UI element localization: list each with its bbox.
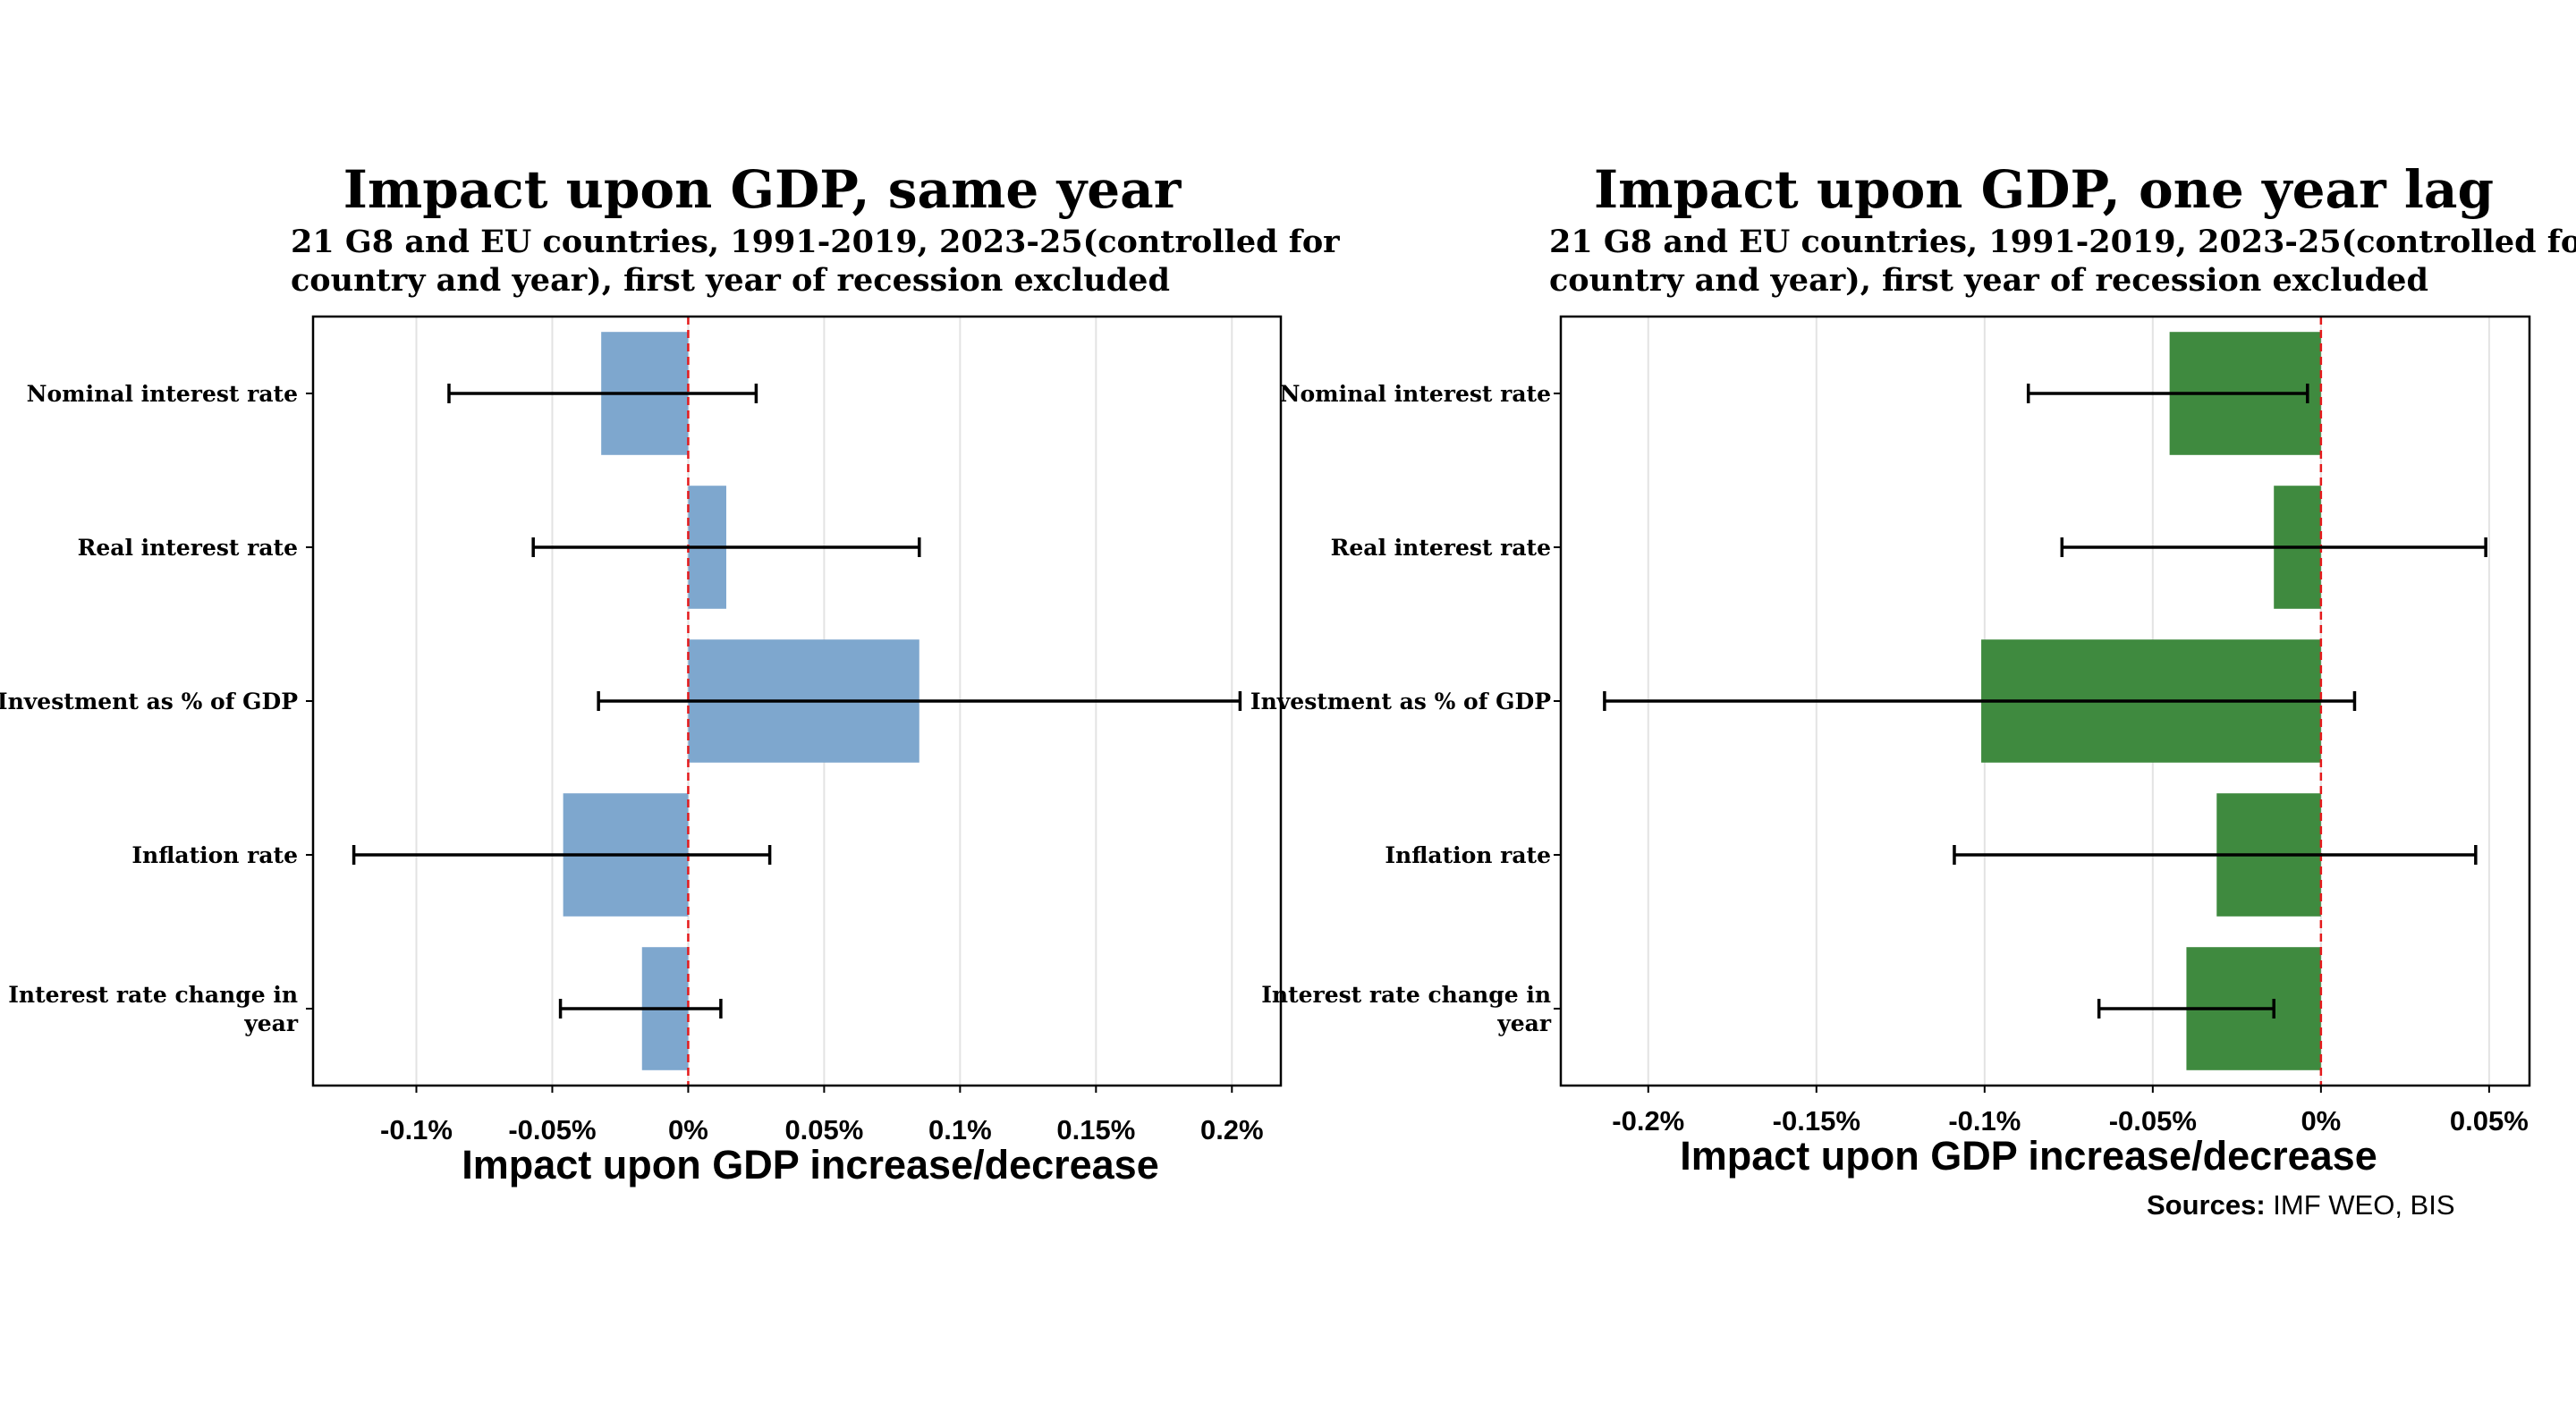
x-tick-label: -0.1% [1948, 1105, 2021, 1137]
x-tick-label: -0.05% [2109, 1105, 2197, 1137]
x-tick-label: -0.1% [380, 1114, 453, 1145]
chart-subtitle-line: country and year), first year of recessi… [291, 262, 1170, 299]
category-label-interest-rate-change-in-year: year [243, 1010, 299, 1036]
error-bar-inflation-rate [352, 845, 772, 865]
chart-subtitle-line: 21 G8 and EU countries, 1991-2019, 2023-… [291, 224, 1340, 260]
error-bar-nominal-interest-rate [2026, 384, 2309, 403]
chart-subtitle-line: country and year), first year of recessi… [1549, 262, 2428, 299]
x-tick-label: 0.2% [1200, 1114, 1264, 1145]
chart-same-year: Impact upon GDP, same year 21 G8 and EU c… [0, 159, 1340, 1187]
x-tick-label: 0.05% [2450, 1105, 2529, 1137]
x-tick-label: 0.1% [928, 1114, 992, 1145]
x-tick-label: -0.15% [1773, 1105, 1860, 1137]
x-tick-label: 0% [668, 1114, 708, 1145]
error-bar-real-interest-rate [2060, 537, 2487, 557]
category-label-real-interest-rate: Real interest rate [1331, 535, 1551, 561]
category-label-interest-rate-change-in-year: Interest rate change in [8, 982, 298, 1008]
chart-title: Impact upon GDP, same year [343, 159, 1182, 220]
x-axis-label: Impact upon GDP increase/decrease [462, 1142, 1159, 1187]
x-tick-label: 0% [2301, 1105, 2341, 1137]
category-label-inflation-rate: Inflation rate [1385, 842, 1551, 868]
x-tick-label: 0.15% [1056, 1114, 1135, 1145]
category-label-inflation-rate: Inflation rate [131, 842, 298, 868]
error-bar-inflation-rate [1953, 845, 2478, 865]
sources-label: Sources: [2147, 1189, 2273, 1221]
error-bar-interest-rate-change-in-year [2097, 999, 2275, 1018]
sources-note: Sources: IMF WEO, BIS [2147, 1189, 2455, 1221]
error-bar-investment-as-of-gdp [1603, 691, 2357, 711]
x-tick-label: -0.2% [1612, 1105, 1684, 1137]
error-bar-investment-as-of-gdp [597, 691, 1242, 711]
category-label-interest-rate-change-in-year: Interest rate change in [1261, 982, 1551, 1008]
error-bar-nominal-interest-rate [447, 384, 758, 403]
x-tick-label: 0.05% [784, 1114, 863, 1145]
x-axis-label: Impact upon GDP increase/decrease [1680, 1133, 2377, 1179]
category-label-interest-rate-change-in-year: year [1496, 1010, 1552, 1036]
category-label-nominal-interest-rate: Nominal interest rate [27, 381, 298, 407]
chart-subtitle-line: 21 G8 and EU countries, 1991-2019, 2023-… [1549, 224, 2576, 260]
category-label-nominal-interest-rate: Nominal interest rate [1280, 381, 1551, 407]
category-label-investment-as-of-gdp: Investment as % of GDP [1250, 689, 1551, 714]
category-label-real-interest-rate: Real interest rate [78, 535, 298, 561]
sources-value: IMF WEO, BIS [2273, 1189, 2454, 1221]
category-label-investment-as-of-gdp: Investment as % of GDP [0, 689, 298, 714]
chart-title: Impact upon GDP, one year lag [1594, 159, 2494, 220]
error-bar-real-interest-rate [531, 537, 921, 557]
error-bar-interest-rate-change-in-year [558, 999, 723, 1018]
chart-one-year-lag: Impact upon GDP, one year lag 21 G8 and E… [1250, 159, 2576, 1179]
x-tick-label: -0.05% [508, 1114, 596, 1145]
